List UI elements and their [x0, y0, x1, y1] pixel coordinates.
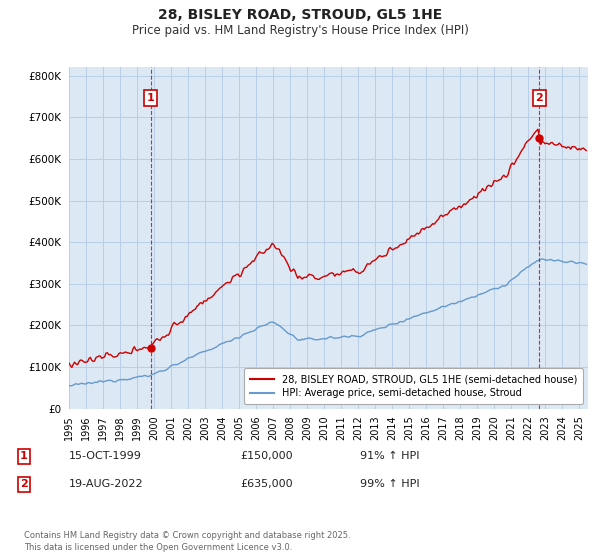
- Legend: 28, BISLEY ROAD, STROUD, GL5 1HE (semi-detached house), HPI: Average price, semi: 28, BISLEY ROAD, STROUD, GL5 1HE (semi-d…: [244, 368, 583, 404]
- Text: 15-OCT-1999: 15-OCT-1999: [69, 451, 142, 461]
- Text: £635,000: £635,000: [240, 479, 293, 489]
- Text: Price paid vs. HM Land Registry's House Price Index (HPI): Price paid vs. HM Land Registry's House …: [131, 24, 469, 36]
- Text: 2: 2: [535, 93, 543, 103]
- Text: 2: 2: [20, 479, 28, 489]
- Text: 99% ↑ HPI: 99% ↑ HPI: [360, 479, 419, 489]
- Text: 28, BISLEY ROAD, STROUD, GL5 1HE: 28, BISLEY ROAD, STROUD, GL5 1HE: [158, 8, 442, 22]
- Text: £150,000: £150,000: [240, 451, 293, 461]
- Text: 91% ↑ HPI: 91% ↑ HPI: [360, 451, 419, 461]
- Text: Contains HM Land Registry data © Crown copyright and database right 2025.
This d: Contains HM Land Registry data © Crown c…: [24, 531, 350, 552]
- Text: 19-AUG-2022: 19-AUG-2022: [69, 479, 143, 489]
- Text: 1: 1: [146, 93, 154, 103]
- Text: 1: 1: [20, 451, 28, 461]
